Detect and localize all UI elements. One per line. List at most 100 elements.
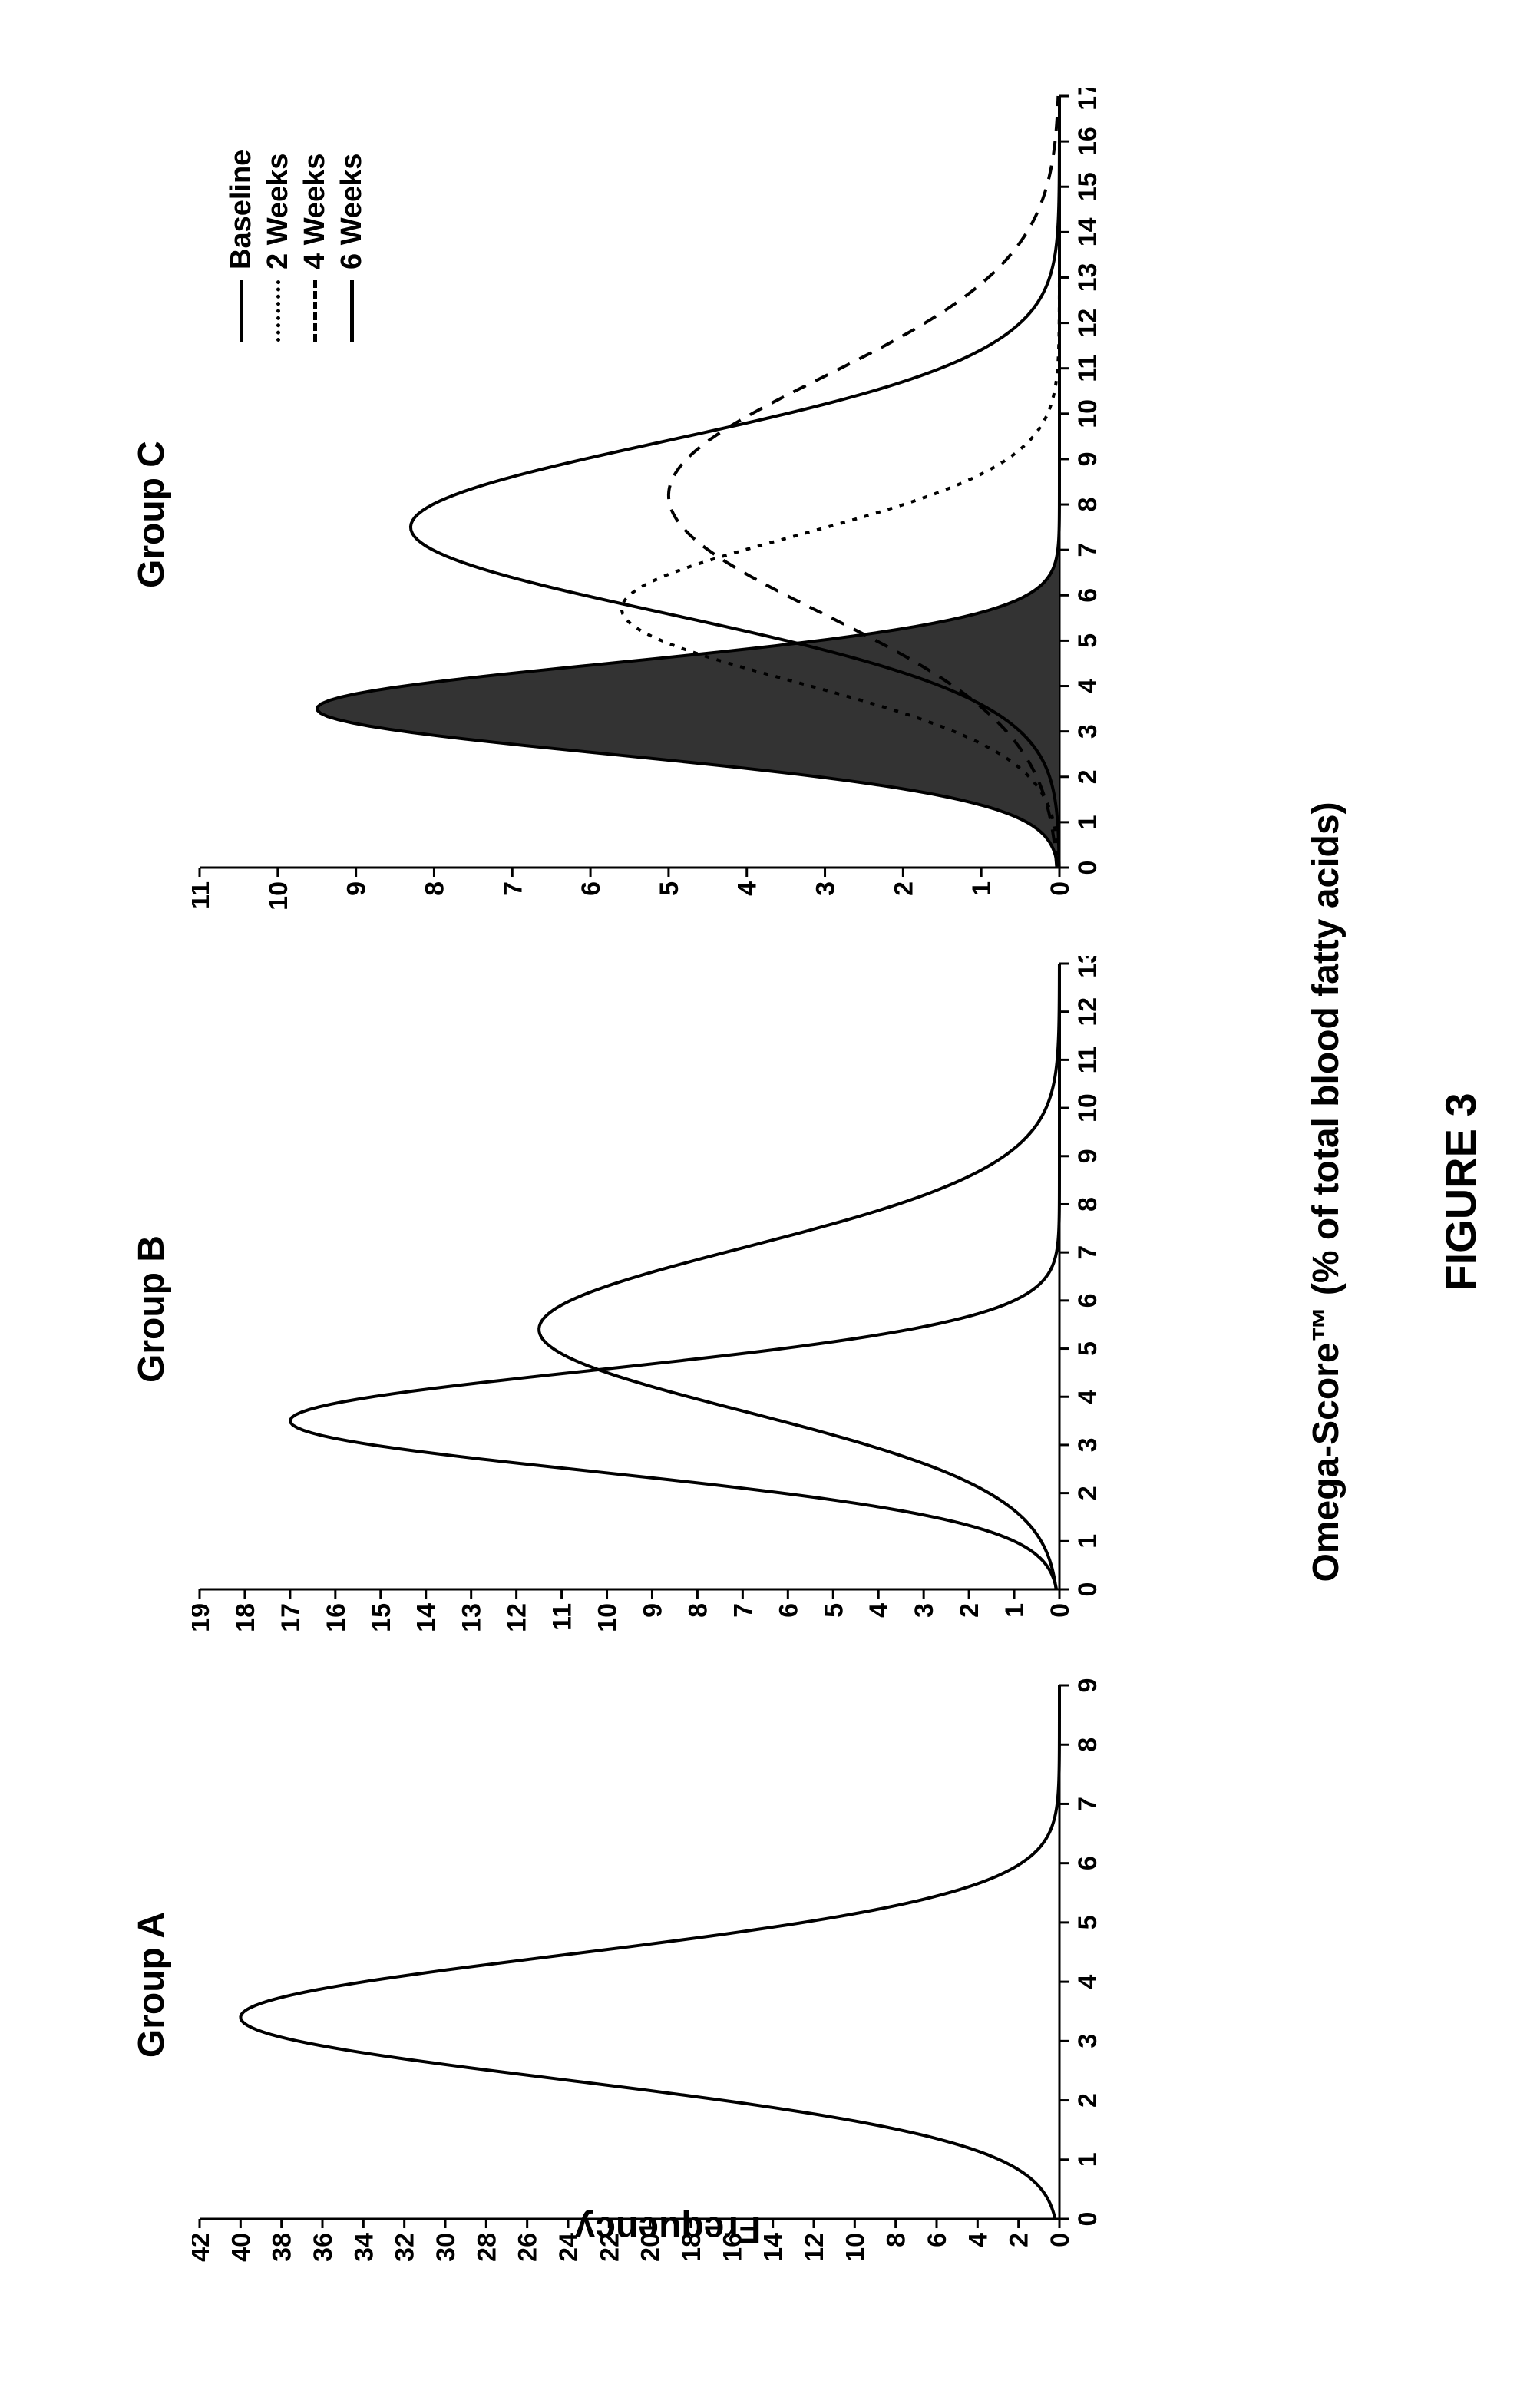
svg-text:5: 5 [655, 881, 684, 896]
svg-text:18: 18 [677, 2233, 706, 2262]
svg-text:2: 2 [1073, 769, 1102, 784]
svg-text:28: 28 [472, 2233, 501, 2262]
legend-label: 2 Weeks [262, 154, 295, 269]
svg-text:20: 20 [636, 2233, 666, 2262]
svg-text:0: 0 [1046, 881, 1075, 896]
svg-text:6: 6 [1073, 1856, 1102, 1870]
chart-cell-B: Group B012345678910111213141516171819012… [192, 956, 1113, 1662]
svg-text:11: 11 [192, 881, 215, 909]
svg-text:12: 12 [1073, 309, 1102, 338]
chart-title-A: Group A [131, 1678, 173, 2292]
svg-text:12: 12 [503, 1603, 532, 1632]
svg-text:1: 1 [1073, 1534, 1102, 1549]
svg-text:32: 32 [391, 2233, 420, 2262]
svg-text:13: 13 [1073, 956, 1102, 978]
svg-text:4: 4 [864, 1603, 894, 1618]
svg-text:9: 9 [638, 1603, 667, 1618]
legend: Baseline2 Weeks4 Weeks6 Weeks [223, 150, 370, 342]
svg-text:8: 8 [683, 1603, 712, 1618]
svg-text:9: 9 [342, 881, 372, 896]
svg-text:16: 16 [1073, 127, 1102, 156]
svg-text:2: 2 [1005, 2233, 1034, 2247]
svg-text:40: 40 [226, 2233, 256, 2262]
legend-label: Baseline [225, 150, 258, 269]
svg-text:10: 10 [593, 1603, 623, 1632]
svg-text:0: 0 [1073, 2212, 1102, 2227]
svg-text:11: 11 [548, 1603, 577, 1631]
svg-text:15: 15 [367, 1603, 396, 1632]
svg-text:10: 10 [1073, 399, 1102, 428]
svg-text:0: 0 [1046, 1603, 1075, 1618]
svg-text:9: 9 [1073, 1678, 1102, 1693]
svg-text:1: 1 [1073, 2152, 1102, 2167]
svg-text:10: 10 [1073, 1093, 1102, 1123]
legend-row: Baseline [223, 150, 259, 342]
svg-text:11: 11 [1073, 355, 1102, 382]
svg-text:15: 15 [1073, 172, 1102, 201]
svg-text:6: 6 [923, 2233, 952, 2247]
svg-text:6: 6 [774, 1603, 803, 1618]
svg-text:1: 1 [1073, 815, 1102, 829]
legend-swatch [350, 280, 354, 342]
svg-text:0: 0 [1073, 861, 1102, 875]
svg-text:42: 42 [192, 2233, 215, 2262]
svg-text:9: 9 [1073, 1149, 1102, 1163]
svg-text:6: 6 [577, 881, 606, 896]
svg-text:8: 8 [420, 881, 449, 896]
svg-text:7: 7 [1073, 1797, 1102, 1811]
svg-text:7: 7 [729, 1603, 758, 1618]
svg-text:3: 3 [1073, 724, 1102, 739]
svg-text:3: 3 [1073, 1437, 1102, 1452]
svg-text:2: 2 [1073, 1486, 1102, 1500]
svg-text:2: 2 [955, 1603, 984, 1618]
svg-text:1: 1 [967, 881, 996, 896]
charts-row: Group A024681012141618202224262830323436… [192, 92, 1228, 2292]
svg-text:1: 1 [1000, 1603, 1029, 1618]
landscape-container: Frequency Group A02468101214161820222426… [0, 0, 1540, 2384]
legend-swatch [240, 280, 243, 342]
chart-B: 0123456789101112131415161718190123456789… [192, 956, 1113, 1662]
svg-text:14: 14 [1073, 217, 1102, 246]
svg-text:17: 17 [1073, 88, 1102, 111]
chart-title-B: Group B [131, 956, 173, 1662]
svg-text:8: 8 [882, 2233, 911, 2247]
svg-text:7: 7 [1073, 543, 1102, 557]
chart-title-C: Group C [131, 88, 173, 941]
svg-text:0: 0 [1073, 1582, 1102, 1597]
legend-label: 6 Weeks [335, 154, 368, 269]
svg-text:26: 26 [514, 2233, 543, 2262]
svg-text:8: 8 [1073, 1197, 1102, 1212]
svg-text:16: 16 [718, 2233, 747, 2262]
svg-text:5: 5 [819, 1603, 848, 1618]
legend-swatch [313, 280, 317, 342]
svg-text:13: 13 [1073, 263, 1102, 293]
svg-text:2: 2 [1073, 2093, 1102, 2108]
svg-text:3: 3 [811, 881, 841, 896]
svg-text:18: 18 [231, 1603, 260, 1632]
svg-text:6: 6 [1073, 588, 1102, 603]
svg-text:12: 12 [1073, 997, 1102, 1027]
svg-text:30: 30 [431, 2233, 461, 2262]
svg-text:7: 7 [1073, 1245, 1102, 1260]
svg-text:34: 34 [349, 2233, 378, 2262]
legend-label: 4 Weeks [299, 154, 332, 269]
svg-text:5: 5 [1073, 633, 1102, 648]
svg-text:3: 3 [910, 1603, 939, 1618]
legend-swatch [276, 280, 280, 342]
svg-text:12: 12 [800, 2233, 829, 2262]
svg-text:19: 19 [192, 1603, 215, 1632]
svg-text:9: 9 [1073, 451, 1102, 466]
svg-text:5: 5 [1073, 1341, 1102, 1356]
svg-text:4: 4 [963, 2233, 993, 2247]
svg-text:0: 0 [1046, 2233, 1075, 2247]
svg-text:22: 22 [595, 2233, 624, 2262]
svg-text:6: 6 [1073, 1293, 1102, 1308]
chart-cell-A: Group A024681012141618202224262830323436… [192, 1678, 1113, 2292]
svg-text:14: 14 [759, 2233, 788, 2262]
svg-text:16: 16 [322, 1603, 351, 1632]
svg-text:10: 10 [841, 2233, 870, 2262]
svg-text:4: 4 [1073, 1975, 1102, 1989]
svg-text:8: 8 [1073, 1738, 1102, 1752]
svg-text:38: 38 [268, 2233, 297, 2262]
svg-text:3: 3 [1073, 2034, 1102, 2048]
